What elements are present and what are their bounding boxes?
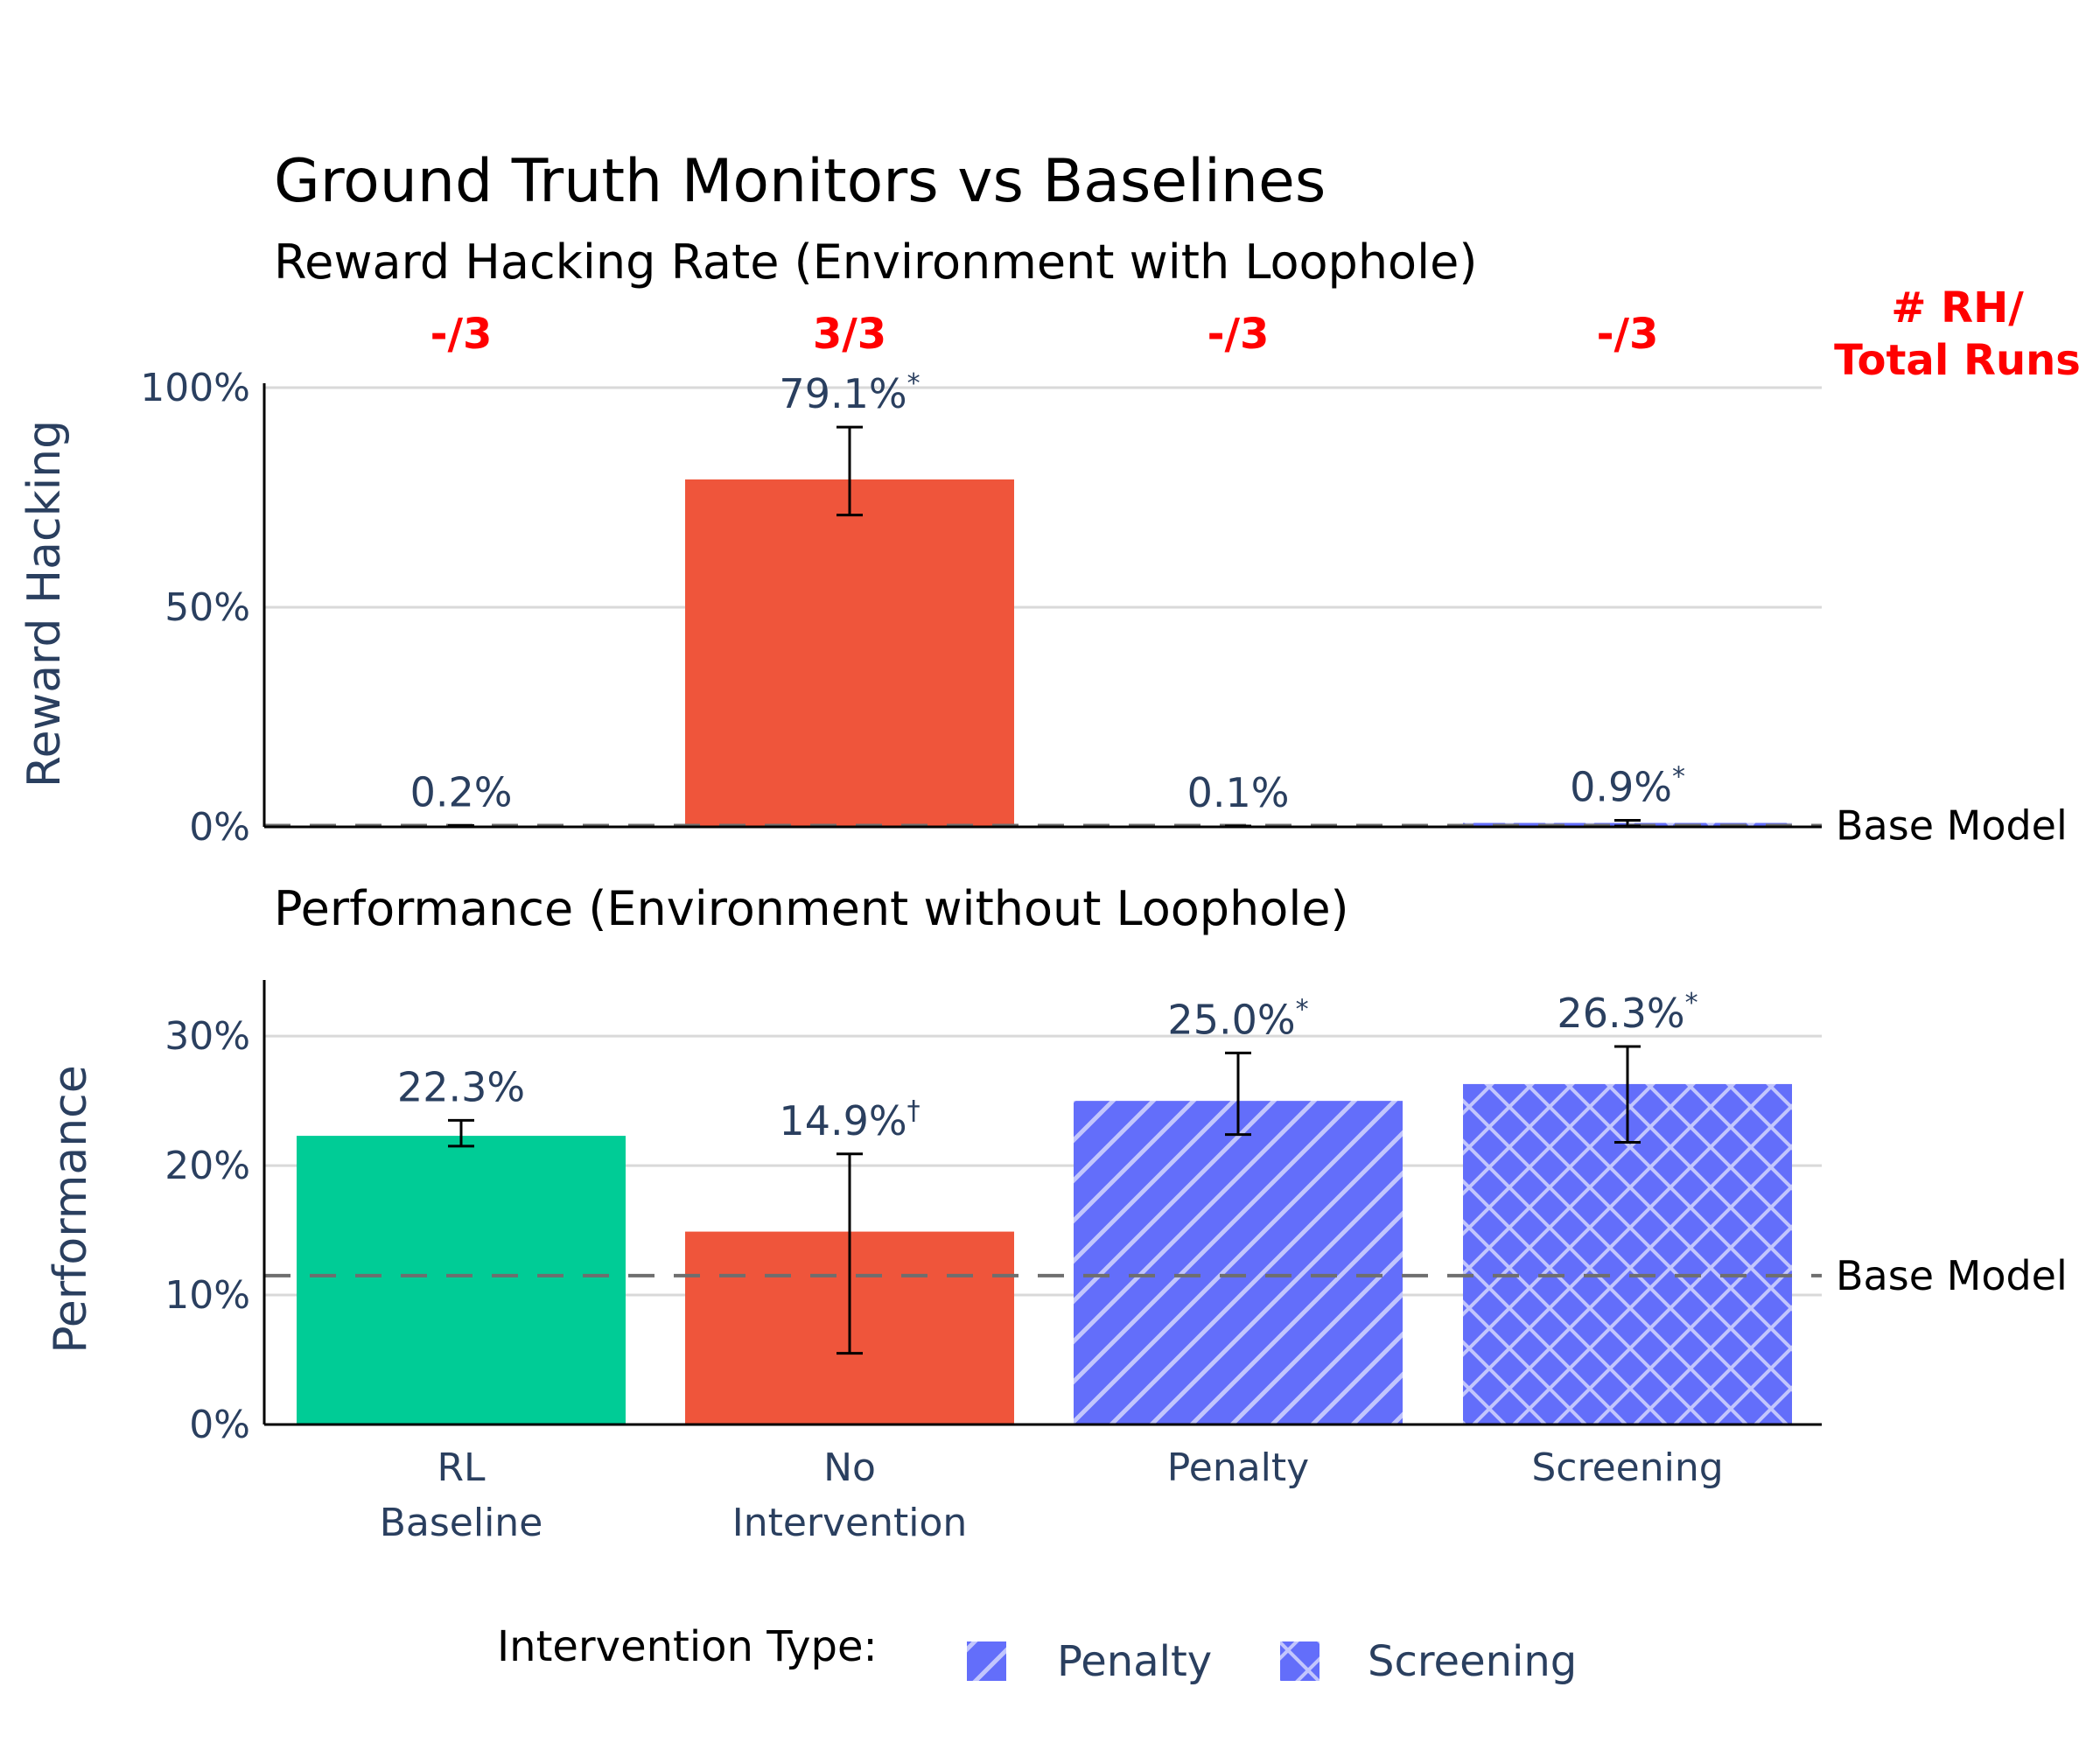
- performance-axes: [262, 980, 1822, 1426]
- y-tick-label: 50%: [164, 585, 250, 630]
- x-tick-label-no-intervention: Intervention: [732, 1501, 968, 1545]
- reward-hacking-error-bars: [448, 425, 1641, 828]
- significance-marker: *: [1296, 994, 1309, 1025]
- legend-title: Intervention Type:: [497, 1622, 878, 1671]
- bar-no-intervention: [685, 479, 1014, 827]
- y-tick-label: 30%: [164, 1014, 250, 1059]
- bar-rl-baseline: [297, 1136, 626, 1424]
- screening-swatch-icon: [1280, 1642, 1320, 1681]
- penalty-swatch-icon: [967, 1642, 1006, 1681]
- significance-marker: *: [1672, 761, 1685, 792]
- base-model-label-bottom: Base Model: [1836, 1252, 2068, 1299]
- run-count-screening: -/3: [1597, 310, 1659, 359]
- legend-item-penalty[interactable]: Penalty: [967, 1637, 1212, 1686]
- base-model-label-top: Base Model: [1836, 802, 2068, 849]
- runs-header-line1: # RH/: [1891, 284, 2024, 332]
- performance-error-bars: [448, 1045, 1641, 1355]
- runs-header-line2: Total Runs: [1834, 336, 2081, 385]
- value-label-rl-baseline: 22.3%: [397, 1063, 525, 1110]
- legend-label-screening: Screening: [1368, 1637, 1577, 1686]
- chart-title: Ground Truth Monitors vs Baselines: [274, 147, 1326, 216]
- y-tick-label: 20%: [164, 1144, 250, 1188]
- performance-y-ticks: 0% 10% 20% 30%: [164, 1014, 250, 1447]
- legend-label-penalty: Penalty: [1057, 1637, 1212, 1686]
- x-tick-label-penalty: Penalty: [1167, 1446, 1309, 1490]
- reward-hacking-y-ticks: 0% 50% 100%: [140, 366, 250, 850]
- run-count-labels: -/3 3/3 -/3 -/3: [430, 310, 1659, 359]
- x-tick-label-no-intervention: No: [823, 1446, 876, 1490]
- significance-marker: *: [907, 368, 920, 399]
- y-tick-label: 10%: [164, 1273, 250, 1318]
- reward-hacking-value-labels: 0.2% 79.1%* 0.1% 0.9%*: [410, 368, 1685, 816]
- run-count-no-intervention: 3/3: [813, 310, 886, 359]
- x-tick-label-screening: Screening: [1531, 1446, 1723, 1490]
- legend-item-screening[interactable]: Screening: [1280, 1637, 1577, 1686]
- performance-value-labels: 22.3% 14.9%† 25.0%* 26.3%*: [397, 988, 1698, 1144]
- y-axis-label-performance: Performance: [45, 1065, 97, 1354]
- value-label-screening: 26.3%*: [1557, 988, 1698, 1037]
- value-label-screening: 0.9%*: [1570, 761, 1685, 810]
- reward-hacking-gridlines: [264, 386, 1822, 609]
- performance-bars: [297, 1083, 1792, 1424]
- legend: Intervention Type: Penalty Screening: [497, 1622, 1577, 1686]
- y-axis-label-reward-hacking: Reward Hacking: [18, 420, 71, 788]
- value-label-penalty: 0.1%: [1187, 769, 1290, 816]
- y-tick-label: 100%: [140, 366, 250, 410]
- significance-marker: *: [1685, 988, 1698, 1018]
- value-label-penalty: 25.0%*: [1167, 994, 1308, 1043]
- bar-penalty: [1074, 1101, 1403, 1424]
- reward-hacking-bars: [297, 479, 1792, 828]
- value-label-rl-baseline: 0.2%: [410, 768, 513, 816]
- x-tick-label-rl-baseline: Baseline: [380, 1501, 543, 1545]
- x-axis-category-labels: RL Baseline No Intervention Penalty Screening: [380, 1446, 1724, 1545]
- value-label-no-intervention: 14.9%†: [779, 1096, 920, 1144]
- run-count-penalty: -/3: [1208, 310, 1270, 359]
- value-label-no-intervention: 79.1%*: [779, 368, 920, 417]
- y-tick-label: 0%: [189, 1403, 250, 1447]
- subplot-title-performance: Performance (Environment without Loophol…: [274, 881, 1349, 936]
- subplot-title-reward-hacking: Reward Hacking Rate (Environment with Lo…: [274, 234, 1477, 290]
- x-tick-label-rl-baseline: RL: [437, 1446, 486, 1490]
- y-tick-label: 0%: [189, 805, 250, 850]
- run-count-rl-baseline: -/3: [430, 310, 493, 359]
- significance-marker: †: [907, 1096, 920, 1126]
- reward-hacking-axes: [262, 383, 1822, 829]
